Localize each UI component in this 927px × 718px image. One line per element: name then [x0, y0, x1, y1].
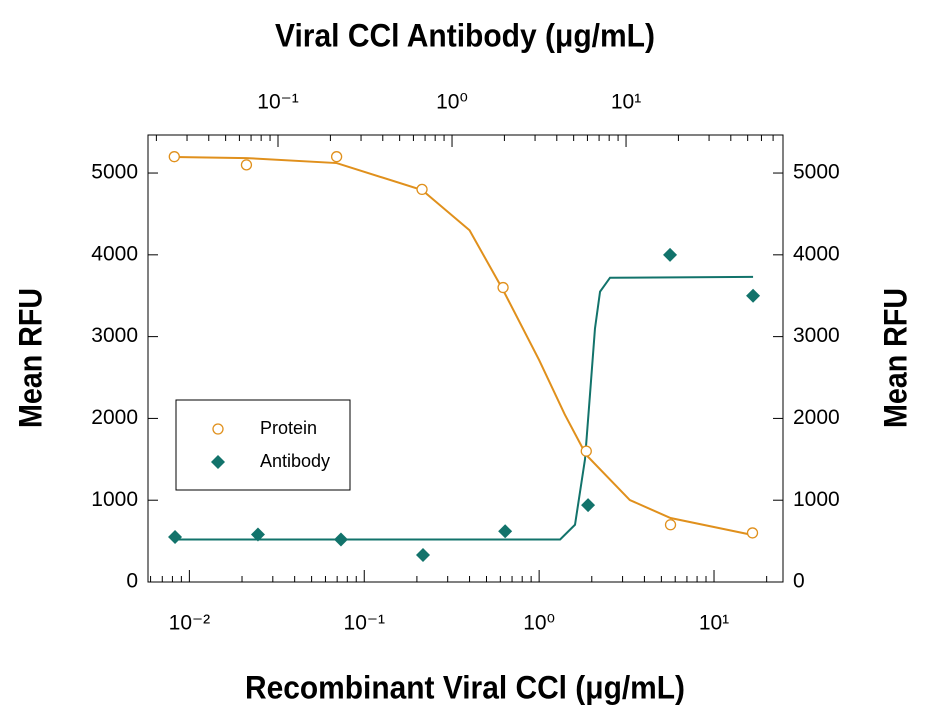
- x-tick-label: 10¹: [699, 612, 729, 635]
- circle-marker: [746, 527, 759, 539]
- fit-curve: [175, 275, 754, 541]
- x2-tick-label: 10⁰: [436, 91, 468, 114]
- y2-axis-title: Mean RFU: [877, 288, 913, 428]
- y-tick-label: 2000: [91, 406, 138, 429]
- diamond-marker: [250, 527, 265, 542]
- y2-tick-label: 3000: [793, 324, 840, 347]
- diamond-marker: [415, 548, 430, 563]
- legend-label: Protein: [260, 418, 317, 438]
- diamond-marker: [581, 498, 596, 513]
- circle-marker: [580, 445, 592, 457]
- diamond-marker: [168, 530, 183, 545]
- y-tick-label: 3000: [91, 324, 138, 347]
- y2-tick-label: 1000: [793, 488, 840, 511]
- legend-marker: [211, 455, 225, 469]
- circle-marker: [168, 151, 180, 163]
- y-tick-label: 1000: [91, 488, 138, 511]
- circle-marker: [240, 159, 253, 171]
- top-axis-title: Viral CCl Antibody (μg/mL): [275, 17, 655, 53]
- y2-tick-label: 0: [793, 570, 805, 593]
- diamond-marker: [663, 247, 678, 262]
- y2-tick-label: 5000: [793, 161, 840, 184]
- diamond-marker: [746, 288, 761, 303]
- plot-frame: [147, 134, 784, 583]
- bottom-axis-title: Recombinant Viral CCl (μg/mL): [245, 669, 685, 705]
- fit-curve: [174, 156, 753, 536]
- circle-marker: [330, 151, 343, 163]
- y-tick-label: 4000: [91, 242, 138, 265]
- y-tick-label: 5000: [91, 161, 138, 184]
- x2-tick-label: 10⁻¹: [257, 91, 298, 114]
- y-axis-title: Mean RFU: [12, 288, 48, 428]
- legend-marker: [212, 423, 224, 435]
- circle-marker: [497, 281, 509, 294]
- circle-marker: [664, 519, 677, 531]
- diamond-marker: [333, 532, 348, 547]
- x-tick-label: 10⁰: [523, 612, 555, 635]
- diamond-marker: [498, 524, 513, 539]
- x2-tick-label: 10¹: [611, 91, 641, 114]
- circle-marker: [416, 183, 428, 196]
- x-tick-label: 10⁻²: [169, 612, 210, 635]
- y2-tick-label: 2000: [793, 406, 840, 429]
- legend-box: [175, 399, 351, 491]
- legend-label: Antibody: [260, 451, 330, 471]
- y-tick-label: 0: [126, 570, 138, 593]
- x-tick-label: 10⁻¹: [344, 612, 385, 635]
- y2-tick-label: 4000: [793, 242, 840, 265]
